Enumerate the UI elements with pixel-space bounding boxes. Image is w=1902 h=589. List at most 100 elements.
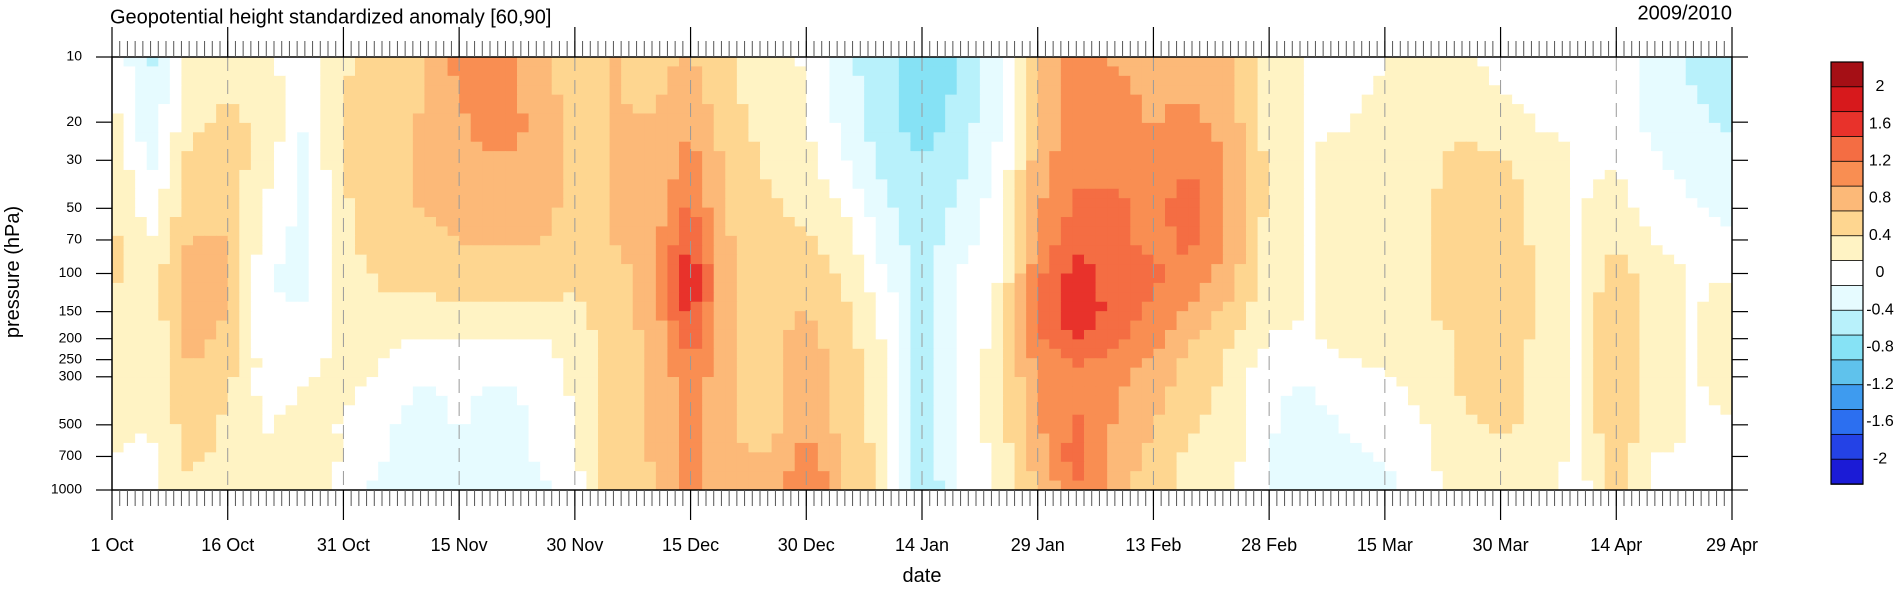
heatmap-cell xyxy=(667,207,680,218)
heatmap-cell xyxy=(1003,141,1016,152)
heatmap-cell xyxy=(1454,94,1467,105)
heatmap-cell xyxy=(1257,198,1270,209)
heatmap-cell xyxy=(274,311,287,322)
heatmap-cell xyxy=(331,160,345,171)
heatmap-cell xyxy=(1396,329,1409,340)
heatmap-cell xyxy=(1246,113,1259,124)
heatmap-cell xyxy=(1651,188,1664,199)
heatmap-cell xyxy=(1176,292,1189,303)
heatmap-cell xyxy=(1581,358,1594,369)
heatmap-cell xyxy=(574,198,588,209)
heatmap-cell xyxy=(1442,75,1455,86)
heatmap-cell xyxy=(193,217,206,228)
heatmap-cell xyxy=(1303,301,1317,312)
heatmap-cell xyxy=(1303,320,1317,331)
heatmap-cell xyxy=(366,217,379,228)
heatmap-cell xyxy=(1500,264,1513,275)
heatmap-cell xyxy=(679,207,692,218)
heatmap-cell xyxy=(1118,104,1131,115)
heatmap-cell xyxy=(1049,57,1062,68)
heatmap-cell xyxy=(227,320,240,331)
heatmap-cell xyxy=(1546,226,1560,237)
heatmap-cell xyxy=(563,132,576,143)
heatmap-cell xyxy=(239,207,252,218)
heatmap-cell xyxy=(852,141,865,152)
heatmap-cell xyxy=(1442,151,1455,162)
heatmap-cell xyxy=(181,217,194,228)
heatmap-cell xyxy=(528,160,541,171)
heatmap-cell xyxy=(459,217,472,228)
heatmap-cell xyxy=(1303,254,1317,265)
heatmap-cell xyxy=(1662,179,1675,190)
heatmap-cell xyxy=(528,207,541,218)
heatmap-cell xyxy=(1269,311,1282,322)
heatmap-cell xyxy=(1095,75,1108,86)
heatmap-cell xyxy=(1442,188,1455,199)
heatmap-cell xyxy=(1026,160,1039,171)
heatmap-cell xyxy=(748,179,761,190)
heatmap-cell xyxy=(366,132,379,143)
heatmap-cell xyxy=(1199,386,1212,397)
heatmap-cell xyxy=(1014,377,1027,388)
heatmap-cell xyxy=(1188,339,1201,350)
heatmap-cell xyxy=(841,122,854,133)
heatmap-cell xyxy=(806,235,819,246)
heatmap-cell xyxy=(644,179,657,190)
heatmap-cell xyxy=(250,57,264,68)
heatmap-cell xyxy=(1674,141,1687,152)
heatmap-cell xyxy=(887,292,900,303)
heatmap-cell xyxy=(1639,94,1652,105)
heatmap-cell xyxy=(146,207,159,218)
heatmap-cell xyxy=(250,320,264,331)
heatmap-cell xyxy=(1211,329,1224,340)
heatmap-cell xyxy=(1361,348,1374,359)
heatmap-cell xyxy=(1246,320,1259,331)
heatmap-cell xyxy=(1130,301,1143,312)
heatmap-cell xyxy=(794,358,807,369)
heatmap-cell xyxy=(1674,367,1687,378)
heatmap-cell xyxy=(123,188,136,199)
heatmap-cell xyxy=(679,151,692,162)
heatmap-cell xyxy=(436,198,449,209)
heatmap-cell xyxy=(1026,75,1039,86)
heatmap-cell xyxy=(1396,217,1409,228)
heatmap-cell xyxy=(1454,367,1467,378)
heatmap-cell xyxy=(1292,282,1305,293)
heatmap-cell xyxy=(1627,339,1641,350)
heatmap-cell xyxy=(910,320,923,331)
heatmap-cell xyxy=(1130,320,1143,331)
heatmap-cell xyxy=(112,367,125,378)
heatmap-cell xyxy=(875,75,888,86)
heatmap-cell xyxy=(979,188,993,199)
heatmap-cell xyxy=(736,282,750,293)
heatmap-cell xyxy=(239,264,252,275)
heatmap-cell xyxy=(1489,85,1502,96)
heatmap-cell xyxy=(1211,198,1224,209)
heatmap-cell xyxy=(308,377,321,388)
heatmap-cell xyxy=(1141,66,1155,77)
heatmap-cell xyxy=(621,377,634,388)
heatmap-cell xyxy=(1384,264,1398,275)
heatmap-cell xyxy=(1558,207,1571,218)
heatmap-cell xyxy=(806,122,819,133)
heatmap-cell xyxy=(956,311,969,322)
heatmap-cell xyxy=(1408,198,1421,209)
heatmap-cell xyxy=(412,57,426,68)
heatmap-cell xyxy=(1211,75,1224,86)
heatmap-cell xyxy=(1558,348,1571,359)
heatmap-cell xyxy=(956,264,969,275)
heatmap-cell xyxy=(979,207,993,218)
heatmap-cell xyxy=(1570,273,1583,284)
heatmap-cell xyxy=(482,282,495,293)
heatmap-cell xyxy=(1639,160,1652,171)
heatmap-cell xyxy=(956,94,969,105)
heatmap-cell xyxy=(1465,320,1479,331)
heatmap-cell xyxy=(1049,94,1062,105)
heatmap-cell xyxy=(470,113,483,124)
heatmap-cell xyxy=(1280,188,1293,199)
heatmap-cell xyxy=(1188,348,1201,359)
heatmap-cell xyxy=(1570,188,1583,199)
heatmap-cell xyxy=(713,113,726,124)
heatmap-cell xyxy=(1153,141,1166,152)
heatmap-cell xyxy=(806,57,819,68)
